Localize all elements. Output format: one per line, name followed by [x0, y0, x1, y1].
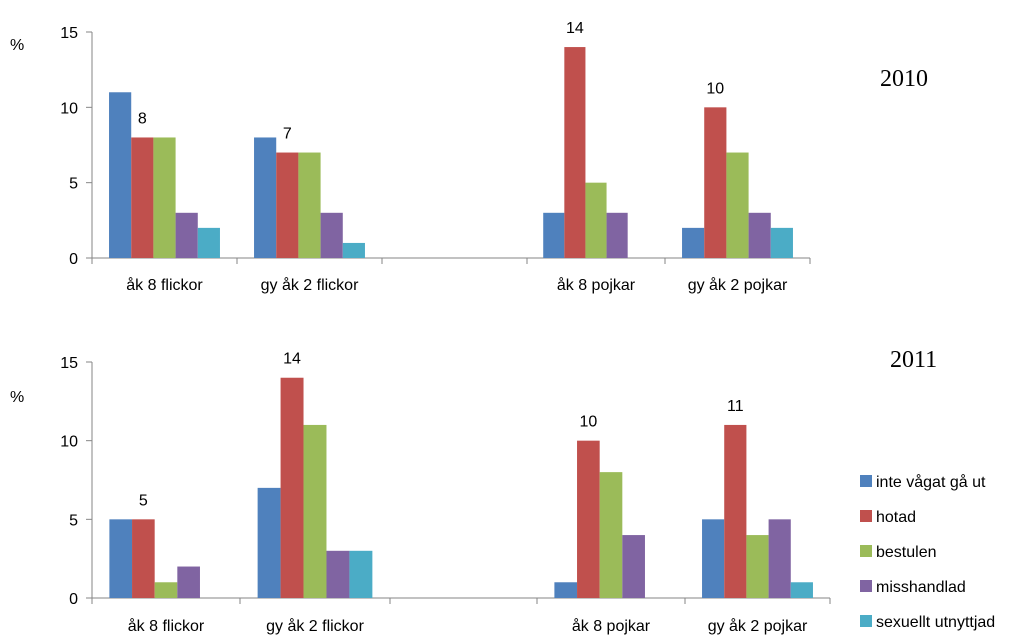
data-label: 8: [138, 110, 147, 127]
bar: [682, 227, 705, 258]
bar: [175, 212, 198, 258]
bar: [770, 227, 793, 258]
bar: [342, 242, 365, 258]
bar: [257, 487, 281, 598]
y-tick-label: 10: [60, 434, 78, 451]
bar: [177, 566, 200, 598]
legend-label: misshandlad: [876, 579, 966, 596]
bar: [599, 472, 623, 598]
chart-2011: 0 5 10 15% 2011 åk 8 flickor gy åk 2 flickor åk…: [10, 347, 937, 635]
legend-swatch: [860, 475, 872, 487]
x-tick-label: åk 8 pojkar: [572, 617, 651, 635]
bar: [197, 227, 220, 258]
bar: [724, 424, 747, 598]
data-label: 11: [727, 398, 744, 415]
y-tick-label: 0: [69, 591, 78, 608]
y-tick-label: 10: [60, 100, 78, 117]
y-tick-label: 0: [69, 251, 78, 268]
bar: [768, 519, 791, 598]
bar: [276, 152, 299, 258]
bar: [326, 550, 350, 598]
bar: [577, 440, 600, 598]
legend-swatch: [860, 580, 872, 592]
x-tick-label: åk 8 flickor: [126, 276, 203, 294]
data-label: 14: [566, 20, 584, 37]
bar: [349, 550, 373, 598]
bar: [298, 152, 321, 258]
legend-swatch: [860, 615, 872, 627]
y-axis-label: %: [10, 37, 24, 54]
bar: [704, 107, 727, 258]
bar: [109, 92, 132, 259]
bar: [554, 582, 578, 598]
legend-label: bestulen: [876, 544, 937, 561]
data-label: 10: [706, 80, 724, 97]
bar: [622, 535, 645, 598]
bar: [702, 519, 725, 598]
y-axis-label: %: [10, 389, 24, 406]
bar: [748, 212, 771, 258]
x-tick-label: gy åk 2 pojkar: [688, 276, 788, 294]
x-tick-label: åk 8 pojkar: [557, 276, 636, 294]
legend-label: hotad: [876, 509, 916, 526]
data-label: 7: [283, 126, 292, 143]
y-tick-label: 15: [60, 25, 78, 42]
y-tick-label: 15: [60, 355, 78, 372]
chart-title: 2011: [890, 347, 937, 373]
data-label: 14: [283, 351, 301, 368]
legend-swatch: [860, 510, 872, 522]
bar: [746, 535, 769, 598]
legend-swatch: [860, 545, 872, 557]
bar: [606, 212, 628, 258]
chart-title: 2010: [880, 66, 928, 92]
bar: [131, 137, 154, 258]
bar: [132, 519, 155, 598]
legend-label: sexuellt utnyttjad: [876, 614, 995, 631]
bar: [726, 152, 749, 258]
bar: [153, 137, 176, 258]
x-tick-label: gy åk 2 flickor: [261, 276, 359, 294]
bar: [320, 212, 343, 258]
bar: [254, 137, 277, 258]
y-tick-label: 5: [69, 176, 78, 193]
x-tick-label: åk 8 flickor: [128, 617, 205, 635]
bar: [564, 47, 586, 258]
bar: [585, 182, 607, 258]
bar: [303, 424, 327, 598]
bar: [280, 377, 304, 598]
x-tick-label: gy åk 2 flickor: [266, 617, 364, 635]
data-label: 10: [579, 414, 597, 431]
bar: [109, 519, 133, 598]
bar: [154, 582, 178, 598]
chart-2010: 0 5 10 15% 2010 åk 8 flickor gy åk 2 flickor åk…: [10, 20, 928, 294]
legend-label: inte vågat gå ut: [876, 473, 986, 491]
x-tick-label: gy åk 2 pojkar: [708, 617, 808, 635]
data-label: 5: [139, 492, 148, 509]
bar: [543, 212, 565, 258]
legend: inte vågat gå ut hotad bestulen misshandlad…: [860, 473, 995, 631]
bar: [790, 582, 813, 598]
y-tick-label: 5: [69, 512, 78, 529]
